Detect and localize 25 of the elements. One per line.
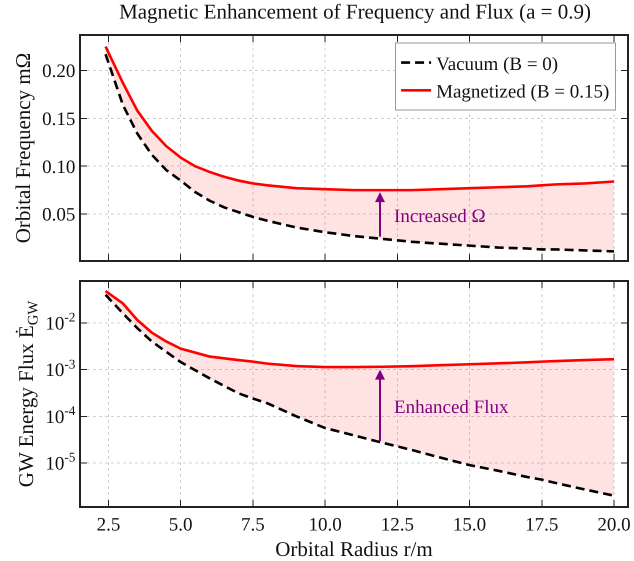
x-tick-label: 12.5	[380, 514, 414, 536]
x-tick-label: 20.0	[597, 514, 631, 536]
legend-label: Magnetized (B = 0.15)	[436, 82, 610, 103]
x-tick-label: 15.0	[452, 514, 486, 536]
y-tick-label: 10$^{-2}$	[45, 310, 76, 335]
legend-label: Vacuum (B = 0)	[436, 54, 558, 75]
y-tick-label: 0.05	[42, 204, 76, 226]
y-tick-label: 0.15	[42, 108, 76, 130]
chart-title: Magnetic Enhancement of Frequency and Flux (a = 0.9)	[119, 0, 592, 24]
y-tick-label: 0.10	[42, 156, 76, 178]
x-tick-label: 7.5	[241, 514, 265, 536]
y-tick-label: 10$^{-4}$	[45, 402, 76, 428]
annotation: Enhanced Flux	[394, 397, 509, 418]
x-tick-label: 10.0	[308, 514, 342, 536]
x-axis-title: Orbital Radius r/m	[275, 537, 433, 561]
x-tick-label: 17.5	[525, 514, 558, 536]
y-tick-label: 10$^{-5}$	[45, 450, 76, 475]
y-tick-label: 10$^{-3}$	[45, 356, 76, 382]
line-series	[104, 290, 616, 368]
y-axis-title: Orbital Frequency mΩ	[10, 52, 35, 244]
x-tick-label: 2.5	[96, 514, 120, 536]
line-series	[104, 45, 616, 192]
annotation: Increased Ω	[394, 206, 486, 227]
x-tick-label: 5.0	[168, 514, 193, 536]
y-tick-label: 0.20	[42, 61, 76, 82]
